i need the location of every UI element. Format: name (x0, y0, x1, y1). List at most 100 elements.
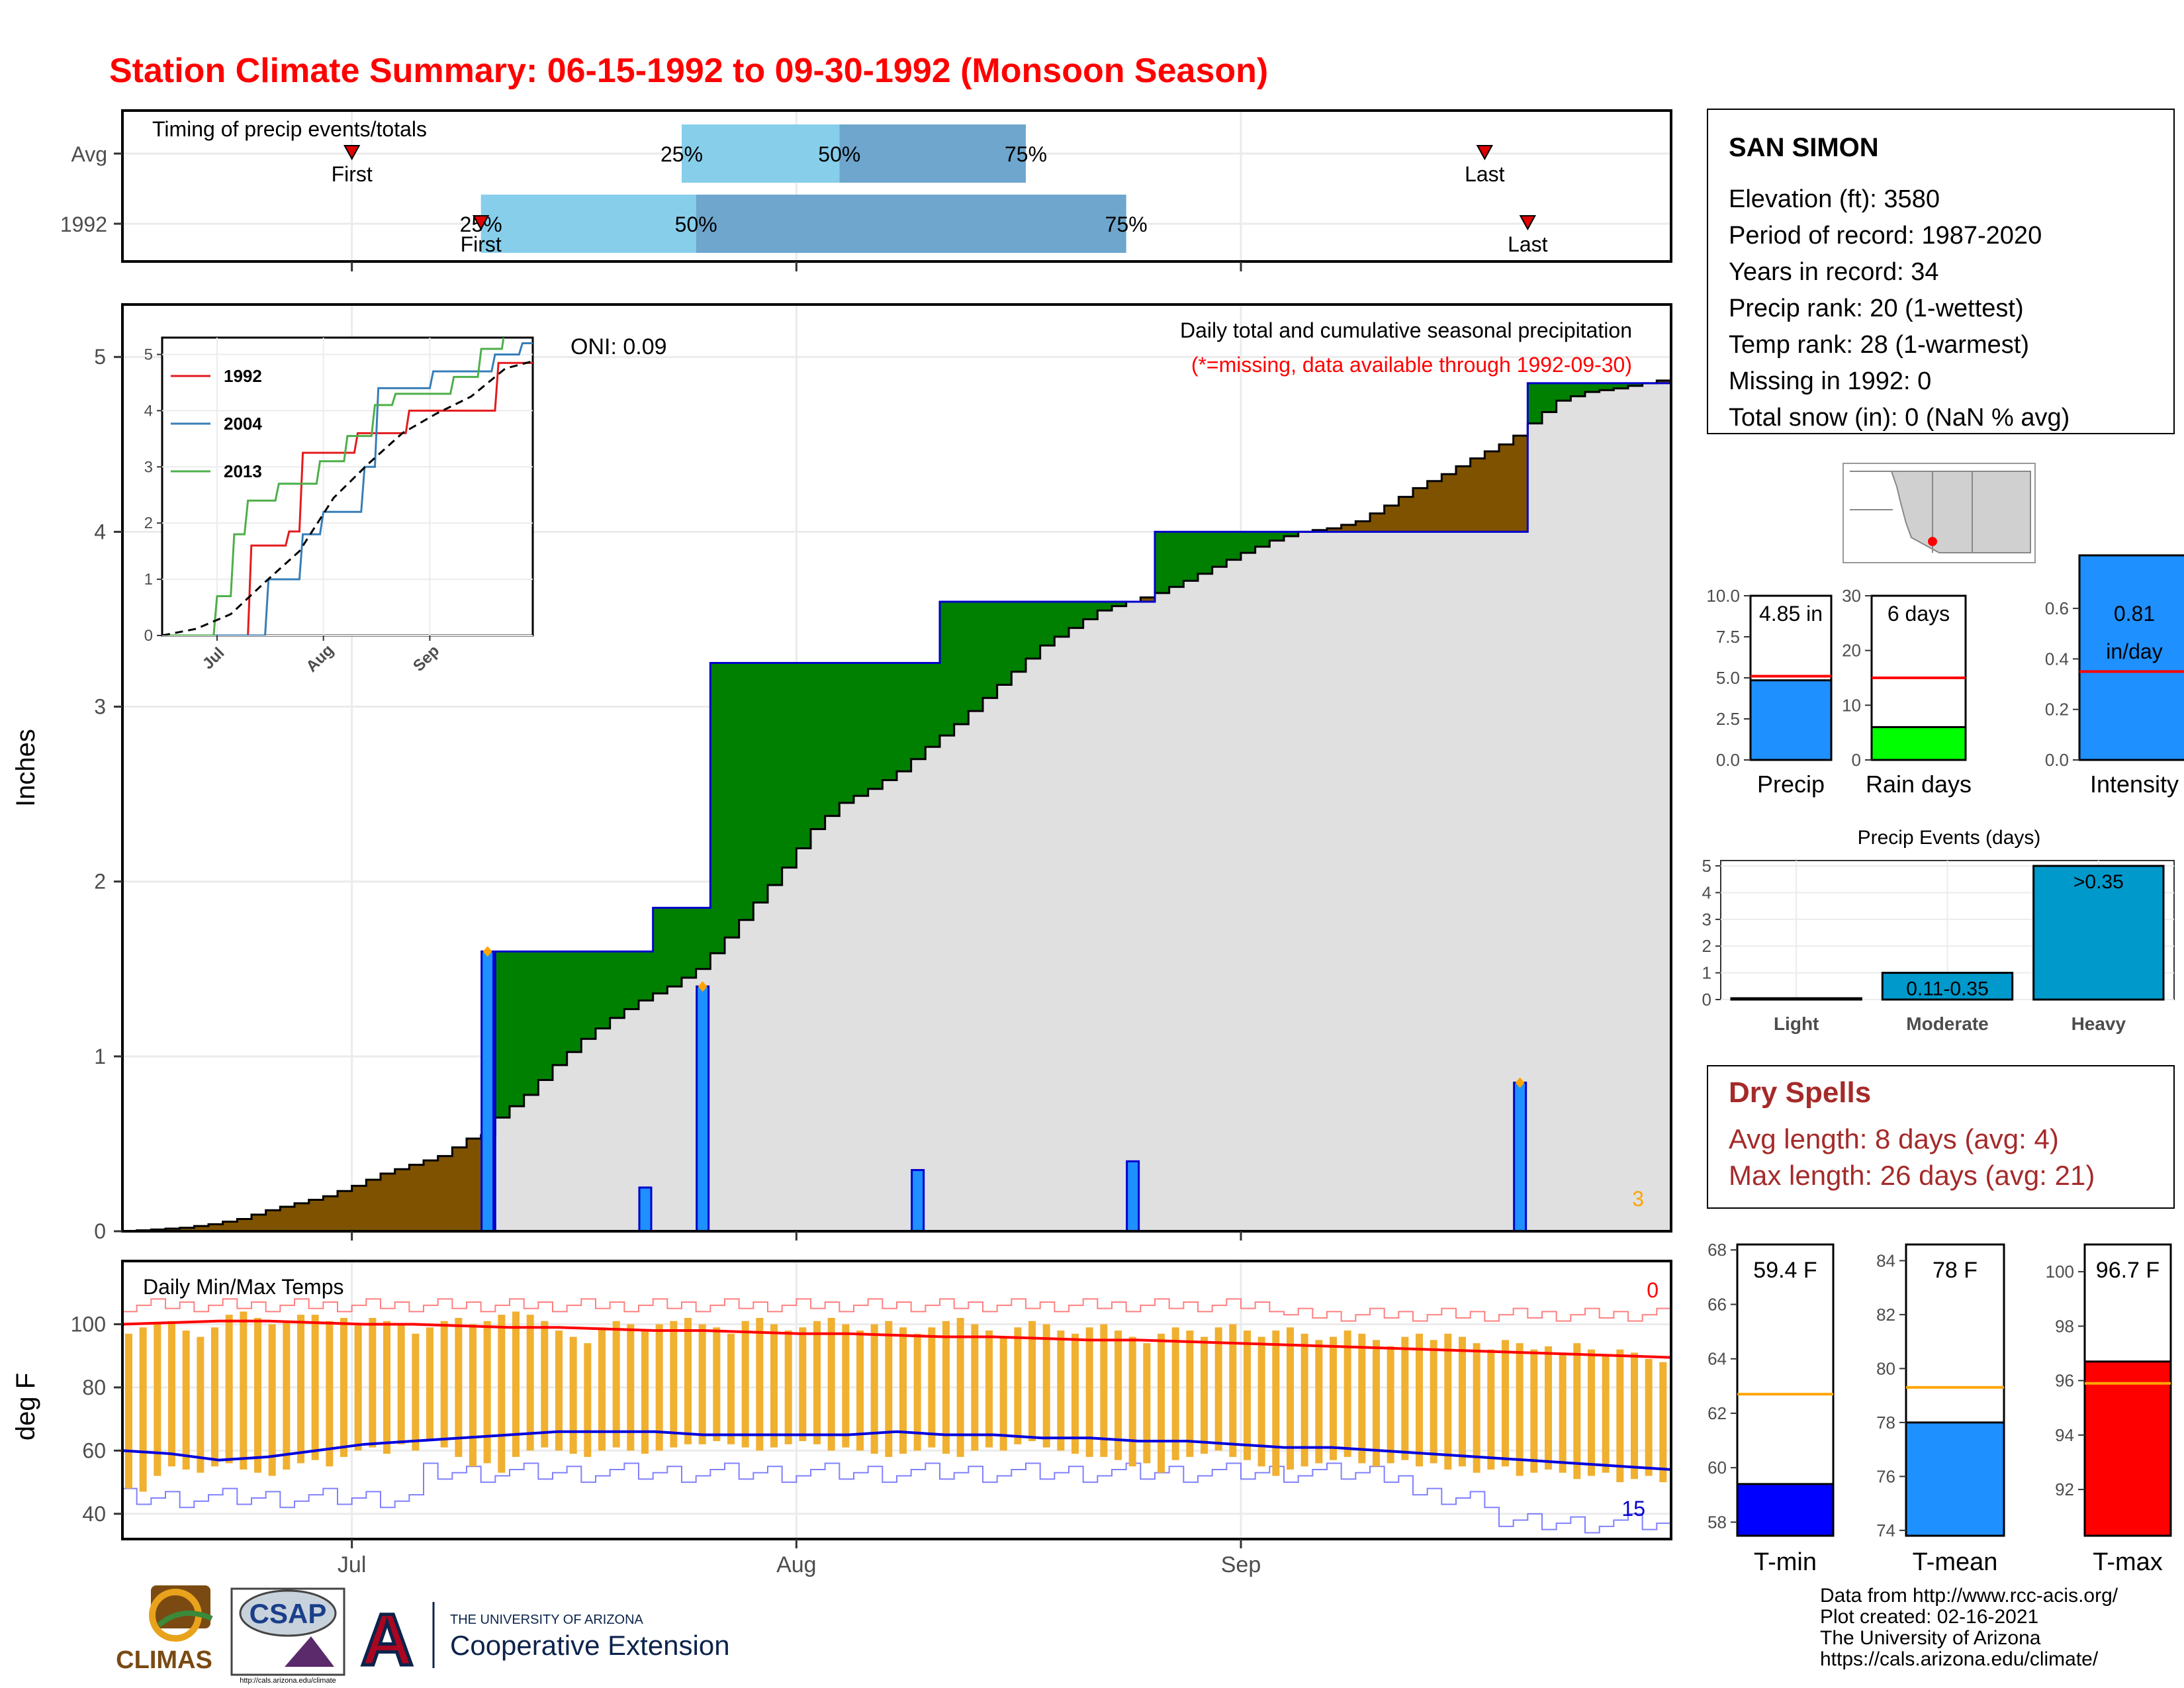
inset-legend-label: 2013 (224, 461, 262, 481)
temp-daily-bar (469, 1324, 477, 1467)
below-average-fill (394, 1169, 410, 1231)
season-total-value-label: 4.85 in (1759, 602, 1823, 626)
temp-daily-bar (1128, 1336, 1136, 1467)
season-total-bar (2078, 554, 2184, 761)
temp-daily-bar (369, 1317, 377, 1448)
timing-rows: Avg25%50%75%FirstLast199225%50%75%FirstL… (60, 124, 1548, 256)
below-average-fill (295, 1203, 310, 1231)
csap-logo-url: http://cals.arizona.edu/climate (240, 1677, 336, 1685)
station-frame (1707, 109, 2175, 434)
temp-daily-bar (168, 1321, 175, 1467)
temp-daily-bar (1631, 1352, 1638, 1479)
temp-daily-bar (1430, 1340, 1437, 1464)
inset-ytick-label: 3 (144, 458, 153, 476)
temp-daily-bar (1229, 1324, 1237, 1457)
temp-summary-bar (2083, 1360, 2172, 1537)
temp-daily-bar (569, 1336, 577, 1454)
below-average-fill (1456, 466, 1471, 532)
temp-daily-bar (1545, 1346, 1552, 1470)
below-average-fill (1413, 488, 1428, 532)
timing-bar-50-75 (839, 124, 1026, 183)
season-total-tick-label: 2.5 (1716, 709, 1740, 729)
season-total-tick-label: 0.6 (2045, 598, 2069, 618)
temp-summary-tick-label: 84 (1876, 1250, 1895, 1270)
temp-panel: 40 60 80 100 Jul Aug Sep Daily Min/Max Temps 0… (11, 1260, 1672, 1577)
footer-data-source: Data from http://www.rcc-acis.org/ (1820, 1585, 2118, 1607)
ua-logo-small-text: THE UNIVERSITY OF ARIZONA (450, 1613, 644, 1627)
temp-daily-bar (856, 1331, 864, 1451)
events-ytick-label: 5 (1702, 856, 1711, 876)
temp-daily-bar (1401, 1336, 1409, 1460)
temp-daily-bar (1559, 1352, 1567, 1473)
temp-daily-bar (1602, 1356, 1610, 1473)
timing-p75-label: 75% (1105, 212, 1148, 236)
above-average-fill (581, 951, 596, 1039)
precip-ytick-label: 5 (94, 345, 106, 369)
temp-daily-bar (698, 1324, 706, 1444)
oni-value: ONI: 0.09 (570, 334, 667, 359)
station-missing: Missing in 1992: 0 (1729, 367, 1931, 395)
temp-daily-bar (928, 1327, 936, 1448)
above-average-fill (839, 663, 854, 803)
below-average-fill (437, 1156, 453, 1231)
temp-daily-bar (971, 1324, 979, 1451)
above-average-fill (523, 951, 539, 1095)
temp-summary-tick-label: 64 (1707, 1349, 1727, 1369)
temp-daily-bar (254, 1317, 261, 1473)
inset-legend-label: 2004 (224, 414, 262, 434)
inset-series (162, 338, 533, 635)
timing-row-label: Avg (71, 142, 107, 166)
below-average-fill (1398, 496, 1414, 532)
temp-daily-bar (655, 1324, 663, 1451)
events-ytick-label: 3 (1702, 910, 1711, 929)
footer-plot-created: Plot created: 02-16-2021 (1820, 1606, 2038, 1628)
temp-daily-bar (956, 1317, 964, 1457)
temp-daily-bar (1315, 1340, 1323, 1464)
csap-logo: CSAP http://cals.arizona.edu/climate (230, 1587, 345, 1685)
temp-summary-tick-label: 82 (1876, 1305, 1895, 1325)
below-average-fill (467, 1139, 482, 1231)
temp-avg-max-line (122, 1319, 1672, 1359)
above-average-fill (1585, 383, 1600, 393)
timing-last-marker (1519, 215, 1537, 231)
temp-daily-bar (1387, 1346, 1394, 1464)
temp-daily-bar (784, 1331, 792, 1444)
above-average-fill (739, 663, 754, 920)
temp-daily-bar (526, 1315, 534, 1451)
temp-bottom-count: 15 (1621, 1497, 1645, 1521)
temp-daily-bar (842, 1324, 850, 1448)
above-average-fill (1155, 532, 1170, 593)
precip-axes: 0 1 2 3 4 5 (94, 345, 1242, 1243)
temp-daily-bar (1588, 1349, 1595, 1476)
temp-daily-bar (1530, 1349, 1538, 1473)
precip-ytick-label: 4 (94, 520, 106, 543)
temp-summary-value-label: 96.7 F (2096, 1258, 2160, 1283)
below-average-fill (1513, 436, 1528, 532)
season-total-tick-label: 30 (1842, 586, 1861, 606)
below-average-fill (381, 1173, 396, 1231)
above-average-fill (1026, 602, 1041, 659)
below-average-fill (251, 1214, 267, 1231)
locator-map (1843, 463, 2036, 563)
below-average-fill (194, 1226, 209, 1231)
above-average-fill (1212, 532, 1227, 567)
climas-logo-text: CLIMAS (116, 1646, 212, 1674)
temp-daily-bar (340, 1317, 347, 1457)
temp-daily-bar (412, 1333, 420, 1451)
temp-summary-value-label: 59.4 F (1753, 1258, 1817, 1283)
above-average-fill (1556, 383, 1571, 401)
temp-daily-bar (426, 1327, 433, 1442)
temp-daily-bar (1085, 1327, 1093, 1457)
temp-daily-bar (512, 1311, 520, 1457)
above-average-fill (1255, 532, 1270, 547)
temp-daily-bar (268, 1324, 276, 1476)
temp-summary-tick-label: 74 (1876, 1521, 1895, 1540)
above-average-fill (1527, 383, 1543, 424)
temp-daily-bar (498, 1315, 506, 1473)
temp-summary-tick-label: 58 (1707, 1512, 1727, 1532)
temp-daily-bar (139, 1327, 147, 1492)
temp-daily-bar (211, 1327, 218, 1467)
dry-spells-title: Dry Spells (1729, 1076, 1871, 1109)
timing-bar-50-75 (696, 195, 1126, 253)
above-average-fill (954, 602, 969, 724)
